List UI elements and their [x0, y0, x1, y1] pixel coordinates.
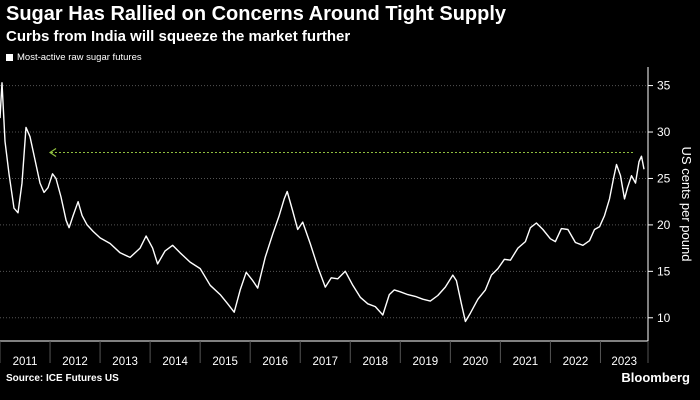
x-tick-label: 2023 [611, 356, 637, 368]
series-line [0, 82, 645, 323]
annotation-layer [48, 147, 633, 157]
x-tick-label: 2019 [413, 356, 439, 368]
annotation-arrowhead [48, 147, 57, 157]
x-tick-label: 2011 [13, 356, 38, 368]
x-tick-label: 2016 [262, 356, 288, 368]
y-tick-label: 35 [657, 79, 671, 93]
legend: Most-active raw sugar futures [6, 52, 142, 63]
x-tick-label: 2021 [513, 356, 539, 368]
series-layer [0, 82, 645, 323]
axis-labels: 10 15 20 25 30 35 2011 2012 2013 2014 2015 2016 2017… [13, 79, 694, 368]
x-tick-label: 2017 [312, 356, 338, 368]
axes [0, 67, 653, 363]
chart-subtitle: Curbs from India will squeeze the market… [6, 28, 351, 45]
source-note: Source: ICE Futures US [6, 373, 119, 384]
x-tick-label: 2018 [362, 356, 388, 368]
legend-label: Most-active raw sugar futures [17, 52, 142, 63]
grid-lines [0, 85, 648, 319]
y-tick-label: 25 [657, 171, 671, 185]
x-tick-label: 2014 [162, 356, 188, 368]
x-tick-label: 2013 [112, 356, 138, 368]
y-tick-label: 15 [657, 264, 671, 278]
y-tick-label: 30 [657, 125, 671, 139]
x-tick-label: 2012 [62, 356, 88, 368]
legend-swatch [6, 54, 13, 61]
chart-title: Sugar Has Rallied on Concerns Around Tig… [6, 3, 507, 25]
y-axis-title: US cents per pound [679, 147, 694, 262]
x-tick-label: 2020 [463, 356, 489, 368]
y-tick-label: 10 [657, 311, 671, 325]
x-tick-label: 2015 [212, 356, 238, 368]
x-tick-label: 2022 [563, 356, 589, 368]
y-tick-label: 20 [657, 218, 671, 232]
brand-logo: Bloomberg [621, 370, 690, 385]
